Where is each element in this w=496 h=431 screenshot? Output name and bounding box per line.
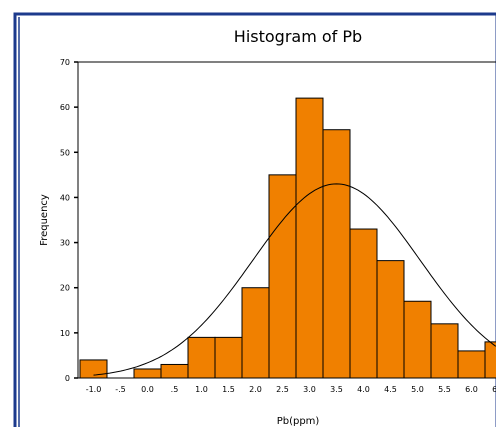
chart-title: Histogram of Pb <box>234 27 362 46</box>
histogram-bar <box>214 336 243 379</box>
histogram-bar <box>484 341 496 379</box>
x-tick-label: 1.5 <box>222 385 235 394</box>
x-tick-label: -.5 <box>115 385 126 394</box>
x-tick-label: 4.5 <box>384 385 397 394</box>
x-tick-label: 1.0 <box>195 385 208 394</box>
x-tick-label: 0.0 <box>141 385 154 394</box>
y-axis-label: Frequency <box>39 194 50 246</box>
y-tick-label: 50 <box>60 148 70 157</box>
normal-fit-curve <box>93 183 496 376</box>
x-tick-label: 3.5 <box>330 385 343 394</box>
chart-frame <box>13 12 496 431</box>
x-tick-label: -1.0 <box>86 385 102 394</box>
y-tick-label: 60 <box>60 103 70 112</box>
y-ticks-group: 0 10 20 30 40 50 60 70 <box>60 58 78 383</box>
normal-curve-group <box>93 183 496 376</box>
x-tick-label: 2.0 <box>249 385 262 394</box>
histogram-bar <box>349 228 378 379</box>
y-tick-label: 0 <box>65 374 70 383</box>
bars-group <box>79 97 496 379</box>
histogram-bar <box>187 336 216 379</box>
y-tick-label: 20 <box>60 284 70 293</box>
y-tick-label: 40 <box>60 193 70 202</box>
x-tick-label: 2.5 <box>276 385 289 394</box>
histogram-bar <box>79 359 108 379</box>
x-tick-label: .5 <box>171 385 179 394</box>
y-tick-label: 30 <box>60 239 70 248</box>
histogram-bar <box>457 350 486 379</box>
histogram-bar <box>133 368 162 379</box>
histogram-bar <box>160 363 189 379</box>
x-tick-label: 5.0 <box>411 385 424 394</box>
x-tick-label: 3.0 <box>303 385 316 394</box>
x-ticks-group: -1.0 -.5 0.0 .5 1.0 1.5 2.0 2.5 3.0 3.5 4.0 4.5 5.0 5… <box>86 385 496 394</box>
x-tick-label: 6.5 <box>492 385 496 394</box>
x-tick-label: 6.0 <box>465 385 478 394</box>
axes-group <box>77 61 496 379</box>
histogram-bar <box>295 97 324 379</box>
histogram-bar <box>403 300 432 379</box>
x-tick-label: 4.0 <box>357 385 370 394</box>
histogram-bar <box>268 174 297 379</box>
y-tick-label: 10 <box>60 329 70 338</box>
x-tick-label: 5.5 <box>438 385 451 394</box>
x-axis-label: Pb(ppm) <box>277 416 320 427</box>
histogram-bar <box>241 287 270 379</box>
histogram-bar <box>430 323 459 379</box>
histogram-bar <box>376 260 405 379</box>
histogram-bar <box>322 129 351 379</box>
y-tick-label: 70 <box>60 58 70 67</box>
